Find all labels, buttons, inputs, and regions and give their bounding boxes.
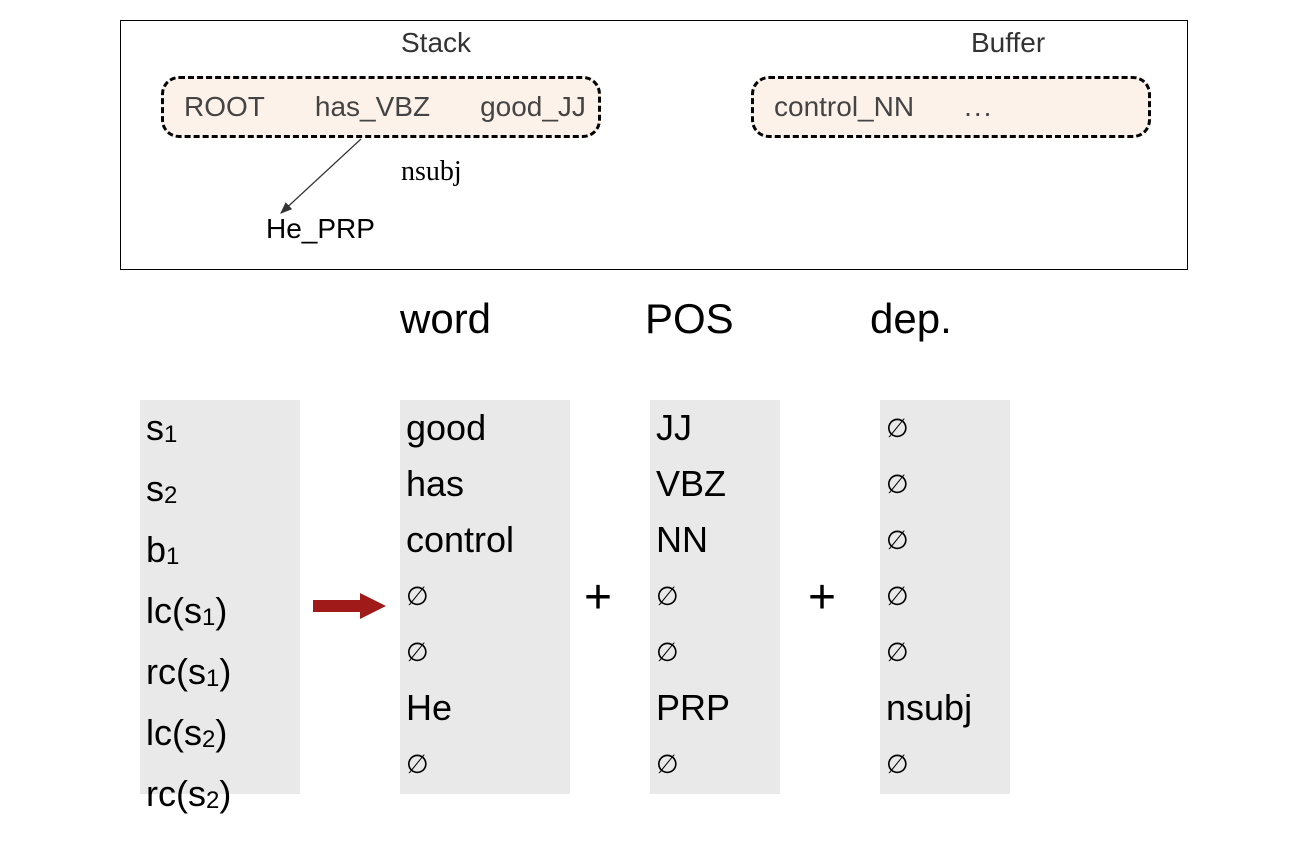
header-dep: dep.: [870, 295, 952, 343]
row-label: rc(s2): [146, 766, 294, 827]
stack-item: good_JJ: [480, 91, 586, 123]
cell-pos: ∅: [656, 624, 774, 680]
cell-pos: JJ: [656, 400, 774, 456]
cell-word: ∅: [406, 568, 564, 624]
cell-dep: ∅: [886, 400, 1004, 456]
buffer-title: Buffer: [971, 27, 1045, 59]
row-label: lc(s1): [146, 583, 294, 644]
label-column: s1 s2 b1 lc(s1) rc(s1) lc(s2) rc(s2): [140, 400, 300, 794]
cell-dep: ∅: [886, 624, 1004, 680]
buffer-item: control_NN: [774, 91, 914, 123]
buffer-item: ...: [964, 91, 993, 123]
plus-symbol: +: [808, 570, 836, 625]
cell-dep: ∅: [886, 736, 1004, 792]
stack-item: has_VBZ: [315, 91, 430, 123]
row-label: rc(s1): [146, 644, 294, 705]
cell-word: ∅: [406, 624, 564, 680]
cell-dep: nsubj: [886, 680, 1004, 736]
parser-state-box: Stack Buffer ROOT has_VBZ good_JJ contro…: [120, 20, 1188, 270]
stack-item: ROOT: [184, 91, 265, 123]
plus-symbol: +: [584, 570, 612, 625]
feature-table: s1 s2 b1 lc(s1) rc(s1) lc(s2) rc(s2) goo…: [140, 400, 1188, 810]
cell-pos: PRP: [656, 680, 774, 736]
cell-word: good: [406, 400, 564, 456]
cell-word: has: [406, 456, 564, 512]
buffer-box: control_NN ...: [751, 76, 1151, 138]
row-label: b1: [146, 522, 294, 583]
row-label: lc(s2): [146, 705, 294, 766]
header-pos: POS: [645, 295, 734, 343]
header-word: word: [400, 295, 491, 343]
cell-word: control: [406, 512, 564, 568]
dep-column: ∅ ∅ ∅ ∅ ∅ nsubj ∅: [880, 400, 1010, 794]
cell-dep: ∅: [886, 568, 1004, 624]
cell-pos: ∅: [656, 736, 774, 792]
dependent-word: He_PRP: [266, 213, 375, 245]
row-label: s1: [146, 400, 294, 461]
cell-pos: VBZ: [656, 456, 774, 512]
cell-pos: NN: [656, 512, 774, 568]
word-column: good has control ∅ ∅ He ∅: [400, 400, 570, 794]
cell-word: ∅: [406, 736, 564, 792]
stack-box: ROOT has_VBZ good_JJ: [161, 76, 601, 138]
row-label: s2: [146, 461, 294, 522]
cell-dep: ∅: [886, 456, 1004, 512]
stack-title: Stack: [401, 27, 471, 59]
pos-column: JJ VBZ NN ∅ ∅ PRP ∅: [650, 400, 780, 794]
cell-word: He: [406, 680, 564, 736]
dependency-label: nsubj: [401, 156, 462, 188]
highlight-arrow-icon: [308, 590, 388, 630]
cell-pos: ∅: [656, 568, 774, 624]
cell-dep: ∅: [886, 512, 1004, 568]
